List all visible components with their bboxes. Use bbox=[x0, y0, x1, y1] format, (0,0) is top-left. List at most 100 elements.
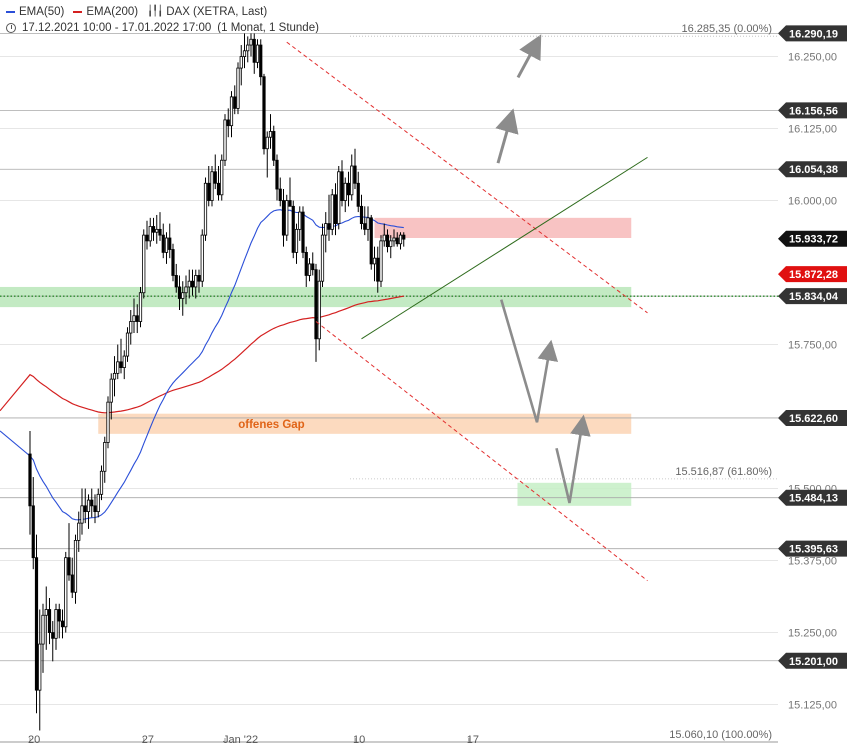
candle-body bbox=[116, 361, 120, 374]
candle-body bbox=[288, 200, 292, 207]
candle-body bbox=[376, 257, 380, 282]
legend-ema200[interactable]: EMA(200) bbox=[73, 4, 138, 20]
grid bbox=[0, 56, 778, 706]
candle-body bbox=[70, 574, 74, 593]
candle-body bbox=[304, 251, 308, 276]
candle-body bbox=[41, 614, 45, 645]
candle-body bbox=[398, 234, 403, 245]
y-axis: 16.250,0016.125,0016.000,0015.750,0015.5… bbox=[788, 52, 837, 712]
candle-body bbox=[239, 56, 243, 69]
candle-body bbox=[281, 200, 286, 236]
candle-body bbox=[197, 275, 201, 282]
ema50-line bbox=[0, 209, 404, 521]
level-badge-shape bbox=[778, 102, 847, 119]
zone-resistance bbox=[374, 217, 632, 238]
level-badge-shape bbox=[778, 25, 847, 42]
candle-body bbox=[340, 171, 344, 201]
candle-body bbox=[132, 315, 136, 322]
level-badge-text: 15.484,13 bbox=[789, 493, 838, 505]
x-tick-label: Jan '22 bbox=[223, 734, 258, 746]
candle-body bbox=[44, 609, 48, 616]
ema50-label: EMA(50) bbox=[19, 6, 65, 18]
y-tick-label: 15.375,00 bbox=[788, 556, 837, 568]
candle-body bbox=[28, 453, 32, 507]
candle-body bbox=[57, 609, 61, 622]
candle-body bbox=[122, 355, 126, 368]
current-price-badge-shape bbox=[778, 230, 847, 247]
candle-body bbox=[67, 557, 71, 576]
candle-body bbox=[291, 205, 295, 253]
level-badge-shape bbox=[778, 489, 847, 506]
candle-body bbox=[213, 171, 217, 184]
bull-arrow-2 bbox=[516, 34, 542, 79]
candle-body bbox=[249, 38, 253, 46]
trendlines bbox=[286, 41, 648, 582]
candle-body bbox=[337, 171, 341, 224]
trendline-uptrend bbox=[361, 156, 648, 340]
candle-body bbox=[90, 499, 94, 507]
candle-body bbox=[171, 249, 175, 276]
candle-body bbox=[356, 182, 360, 207]
legend-instrument[interactable]: ╽╿╽ DAX (XETRA, Last) bbox=[147, 4, 267, 20]
candle-body bbox=[184, 286, 188, 294]
candle-body bbox=[38, 643, 42, 691]
zones: offenes Gap bbox=[0, 217, 632, 506]
candle-body bbox=[330, 194, 334, 230]
candle-body bbox=[252, 38, 256, 63]
x-tick-label: 20 bbox=[28, 734, 40, 746]
candle-body bbox=[320, 234, 325, 282]
candle-body bbox=[164, 237, 169, 253]
candle-body bbox=[106, 401, 110, 443]
candle-body bbox=[278, 188, 282, 201]
candle-body bbox=[187, 280, 191, 288]
fib-label: 15.060,10 (100.00%) bbox=[669, 729, 772, 741]
ema200-swatch bbox=[73, 11, 83, 13]
candle-body bbox=[34, 557, 39, 691]
candle-body bbox=[51, 632, 55, 639]
candle-body bbox=[60, 620, 65, 628]
candle-body bbox=[135, 315, 139, 322]
candle-body bbox=[138, 292, 143, 322]
candle-body bbox=[333, 194, 338, 225]
candle-body bbox=[86, 499, 91, 512]
candle-body bbox=[298, 211, 302, 230]
ema200-layer bbox=[0, 295, 404, 414]
instrument-label: DAX (XETRA, Last) bbox=[166, 6, 268, 18]
bear-arrow-2 bbox=[555, 414, 591, 504]
level-badge-text: 15.201,00 bbox=[789, 656, 838, 668]
candle-body bbox=[216, 182, 221, 196]
candle-body bbox=[93, 505, 97, 512]
level-badge-text: 15.622,60 bbox=[789, 413, 838, 425]
level-badge-text: 15.395,63 bbox=[789, 544, 838, 556]
trendline-channel-upper bbox=[286, 41, 648, 314]
candle-body bbox=[402, 234, 406, 240]
zone-gap bbox=[98, 413, 632, 434]
legend-ema50[interactable]: EMA(50) bbox=[6, 4, 64, 20]
candle-body bbox=[285, 200, 289, 236]
x-tick-label: 17 bbox=[467, 734, 479, 746]
level-badge-text: 16.290,19 bbox=[789, 28, 838, 40]
candle-body bbox=[142, 234, 146, 294]
candle-body bbox=[262, 76, 266, 150]
level-badge-text: 15.834,04 bbox=[789, 291, 839, 303]
fib-label: 16.285,35 (0.00%) bbox=[681, 23, 772, 35]
candle-body bbox=[350, 165, 354, 196]
ema200-badge-text: 15.872,28 bbox=[789, 269, 838, 281]
current-price-badge-text: 15.933,72 bbox=[789, 234, 838, 246]
level-badge-shape bbox=[778, 288, 847, 305]
candle-body bbox=[324, 223, 328, 236]
candle-body bbox=[125, 332, 130, 357]
candle-body bbox=[307, 263, 312, 276]
candle-body bbox=[177, 286, 182, 299]
candle-body bbox=[155, 228, 159, 233]
candle-body bbox=[226, 119, 230, 127]
candle-body bbox=[275, 159, 279, 190]
x-tick-label: 10 bbox=[353, 734, 365, 746]
ema50-layer bbox=[0, 209, 404, 521]
candle-body bbox=[194, 275, 198, 288]
level-badge-shape bbox=[778, 161, 847, 178]
level-badge-shape bbox=[778, 540, 847, 557]
candle-body bbox=[145, 234, 149, 242]
candle-body bbox=[80, 505, 84, 524]
